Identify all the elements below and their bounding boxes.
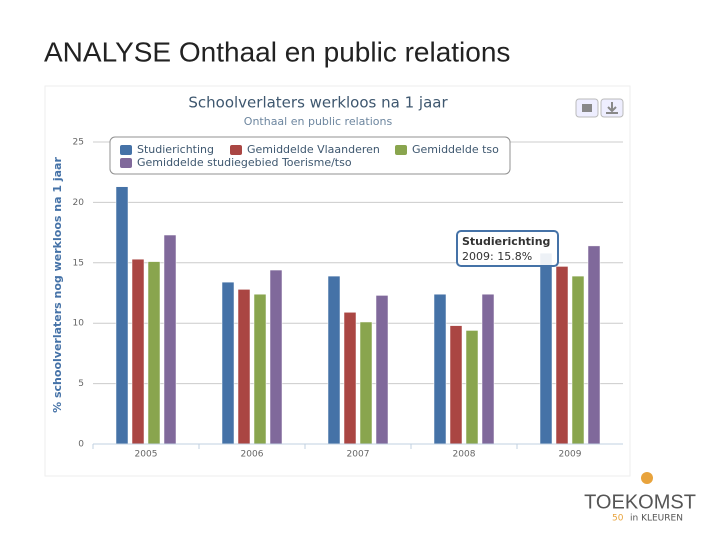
chart-subtitle: Onthaal en public relations [244, 115, 393, 128]
bar [221, 281, 235, 445]
x-tick-label: 2009 [559, 450, 582, 460]
bar [237, 289, 251, 445]
x-tick-label: 2007 [347, 450, 370, 460]
legend-label: Gemiddelde tso [412, 143, 499, 156]
x-tick-label: 2008 [453, 450, 476, 460]
y-tick-label: 5 [78, 379, 84, 389]
export-buttons[interactable] [575, 98, 624, 118]
legend-label: Gemiddelde Vlaanderen [247, 143, 380, 156]
y-tick-label: 10 [73, 319, 85, 329]
y-tick-label: 20 [73, 198, 85, 208]
bar [327, 275, 341, 445]
x-tick-label: 2006 [241, 450, 264, 460]
logo-number: 50 [612, 514, 624, 524]
x-tick-label: 2005 [135, 450, 158, 460]
logo-name: TOEKOMST [584, 491, 696, 513]
y-tick-label: 0 [78, 440, 84, 450]
bar [571, 275, 585, 445]
tooltip-title: Studierichting [462, 235, 550, 248]
legend-label: Gemiddelde studiegebied Toerisme/tso [137, 156, 352, 169]
bar [375, 295, 389, 445]
tooltip-text: 2009: 15.8% [462, 250, 532, 263]
bar [163, 234, 177, 445]
plot: 0 5 10 15 20 25 2005 2006 2007 2008 2009 Studierich… [73, 136, 623, 460]
download-icon [606, 102, 618, 114]
legend-swatch [120, 158, 132, 168]
bar [433, 293, 447, 445]
bar [555, 266, 569, 445]
bar [481, 293, 495, 445]
bar [449, 325, 463, 445]
y-axis-label: % schoolverlaters nog werkloos na 1 jaar [51, 157, 64, 413]
legend-swatch [230, 145, 242, 155]
logo-figure [641, 472, 653, 484]
legend-label: Studierichting [137, 143, 214, 156]
bar [269, 269, 283, 445]
bar [465, 330, 479, 445]
bar [343, 312, 357, 445]
y-tick-label: 25 [73, 138, 84, 148]
slide-title: ANALYSE Onthaal en public relations [44, 36, 510, 67]
bar [253, 293, 267, 445]
legend-swatch [395, 145, 407, 155]
legend-swatch [120, 145, 132, 155]
logo-tagline: in KLEUREN [630, 514, 683, 524]
tooltip-box [456, 230, 559, 267]
y-tick-label: 15 [73, 258, 84, 268]
bar [539, 252, 553, 445]
bar [131, 258, 145, 445]
legend-box [109, 136, 511, 175]
chart-title: Schoolverlaters werkloos na 1 jaar [188, 94, 448, 112]
bar [147, 261, 161, 445]
bar [587, 245, 601, 445]
bar [115, 186, 129, 445]
print-icon [582, 104, 592, 112]
bar [359, 321, 373, 445]
logo: TOEKOMST 50 in KLEUREN [584, 472, 696, 524]
